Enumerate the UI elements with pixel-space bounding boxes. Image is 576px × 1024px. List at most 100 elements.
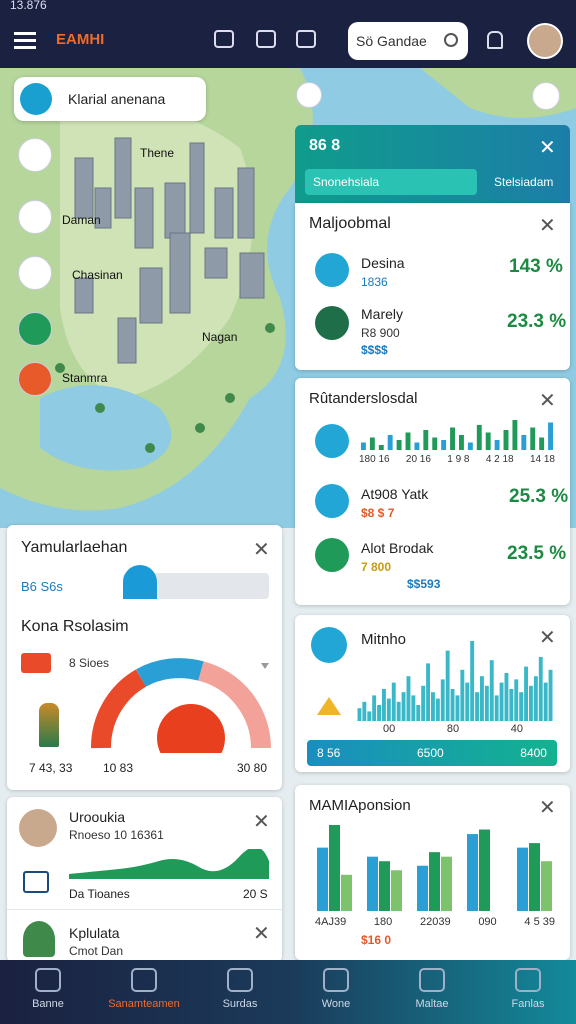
nav-label: Banne xyxy=(32,998,64,1010)
nav-item[interactable]: Fanlas xyxy=(480,968,576,1010)
bar xyxy=(517,847,528,911)
bar xyxy=(476,425,482,450)
bar xyxy=(367,711,372,721)
axis-label: 00 xyxy=(383,723,396,735)
nav-item[interactable]: Sanamteamen xyxy=(96,968,192,1010)
bar xyxy=(362,701,367,721)
bar xyxy=(377,705,381,721)
sparkline xyxy=(361,420,553,450)
bar xyxy=(369,437,375,450)
nav-item[interactable]: Surdas xyxy=(192,968,288,1010)
bar xyxy=(467,834,478,911)
nav-item[interactable]: Banne xyxy=(0,968,96,1010)
nav-icon[interactable] xyxy=(256,30,276,48)
panel-title: 86 8 xyxy=(309,137,341,154)
axis-label: 4AJ39 xyxy=(315,916,347,928)
bar xyxy=(503,430,509,450)
bar xyxy=(548,669,553,721)
bar xyxy=(401,692,406,721)
map-button[interactable] xyxy=(296,82,322,108)
nav-label: Fanlas xyxy=(511,998,545,1010)
search-box[interactable]: Sö Gandae xyxy=(348,22,468,60)
nav-icon[interactable] xyxy=(214,30,234,48)
bar xyxy=(460,669,465,721)
bar xyxy=(459,435,464,450)
bar xyxy=(414,442,420,450)
bar xyxy=(416,705,421,721)
bar xyxy=(406,676,411,721)
gauge xyxy=(91,658,271,753)
bar xyxy=(440,679,445,721)
status-time: 13.876 xyxy=(10,0,47,12)
gauge-axis-label: 7 43, 33 xyxy=(29,761,73,775)
axis-label: 80 xyxy=(446,723,460,735)
nav-icon[interactable] xyxy=(296,30,316,48)
map-search-text: Klarial anenana xyxy=(68,91,166,107)
map-search[interactable]: Klarial anenana xyxy=(14,77,206,121)
card-title: Maljoobmal xyxy=(309,215,391,232)
row-sub: 7 800 xyxy=(361,560,392,574)
bottom-nav: Banne Sanamteamen Surdas Wone Maltae Fanlas xyxy=(0,960,576,1024)
nav-item[interactable]: Maltae xyxy=(384,968,480,1010)
avatar[interactable] xyxy=(527,23,563,59)
logo: EAMHI xyxy=(56,31,105,48)
bar xyxy=(541,861,552,911)
bar xyxy=(391,870,402,911)
bar-chart xyxy=(357,641,553,721)
row-name: Desina xyxy=(361,255,405,271)
bar xyxy=(396,440,402,450)
avatar xyxy=(19,809,57,847)
tab-label[interactable]: Stelsiadam xyxy=(494,175,554,189)
bar xyxy=(378,445,384,450)
map-button[interactable] xyxy=(18,256,52,290)
menu-icon[interactable] xyxy=(14,32,36,35)
map-button[interactable] xyxy=(18,138,52,172)
bar xyxy=(405,432,411,450)
bar xyxy=(494,695,499,721)
bar xyxy=(361,442,366,450)
row-value: 23.5 % xyxy=(507,543,567,564)
bar xyxy=(465,682,470,721)
bar xyxy=(379,861,390,911)
bar xyxy=(489,660,494,721)
card: Urooukia Rnoeso 10 16361 ✕ Da Tioanes 20… xyxy=(7,797,282,962)
row-sub: $$593 xyxy=(407,577,441,591)
bar xyxy=(441,856,452,911)
nav-item[interactable]: Wone xyxy=(288,968,384,1010)
nav-icon xyxy=(227,968,253,992)
bar xyxy=(429,852,440,911)
footer-bar: 8 56 6500 8400 xyxy=(307,740,557,766)
row-label: Da Tioanes xyxy=(69,887,130,901)
bar xyxy=(411,695,416,721)
card: Maljoobmal ✕ Desina 1836 143 % Marely R8… xyxy=(295,203,570,370)
person-name: Urooukia xyxy=(69,809,126,825)
bar xyxy=(467,442,473,450)
nav-label: Wone xyxy=(321,998,351,1010)
card-title: Mitnho xyxy=(361,631,407,648)
bell-icon[interactable] xyxy=(487,31,503,49)
map-button[interactable] xyxy=(532,82,560,110)
bar xyxy=(431,692,435,721)
map-button[interactable] xyxy=(18,200,52,234)
axis-label: 6500 xyxy=(416,746,444,760)
row-name: At908 Yatk xyxy=(361,486,429,502)
bar xyxy=(470,641,475,721)
grouped-bar-chart xyxy=(317,825,552,911)
map-button[interactable] xyxy=(18,312,52,346)
bar xyxy=(529,843,540,911)
person-sub: Rnoeso 10 16361 xyxy=(69,828,164,842)
bar xyxy=(499,682,504,721)
gauge-label: 8 Sioes xyxy=(69,656,110,670)
map-button[interactable] xyxy=(18,362,52,396)
gauge-axis-label: 30 80 xyxy=(237,761,268,775)
axis-label: 180 xyxy=(373,916,393,928)
tab[interactable]: Snonehsiala xyxy=(305,169,477,195)
bar xyxy=(317,847,328,911)
bar xyxy=(386,698,391,721)
nav-icon xyxy=(323,968,349,992)
row-value: 143 % xyxy=(509,256,563,277)
gauge-axis-label: 10 83 xyxy=(103,761,134,775)
row-name: Marely xyxy=(361,306,404,322)
bar xyxy=(426,663,430,721)
search-icon xyxy=(444,33,458,47)
